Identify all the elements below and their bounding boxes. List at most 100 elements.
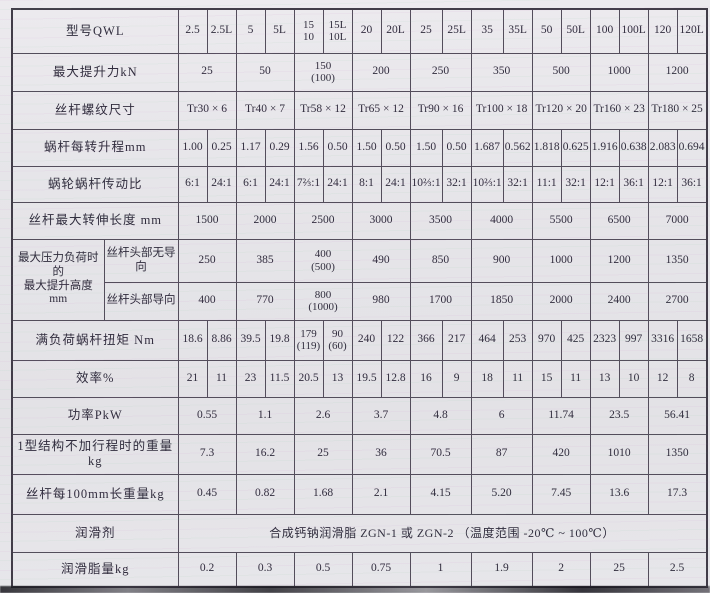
value-cell: 425 bbox=[560, 319, 591, 361]
value-cell: 1.50 bbox=[351, 128, 382, 167]
value-cell: 12 bbox=[647, 359, 678, 398]
value-cell: 1.818 bbox=[531, 128, 562, 167]
value-cell: 1010 bbox=[589, 433, 649, 475]
value-cell: 24:1 bbox=[380, 165, 411, 203]
value-cell: 16.2 bbox=[235, 433, 295, 475]
value-cell: 1.916 bbox=[589, 128, 620, 167]
value-cell: 6:1 bbox=[235, 165, 266, 203]
value-cell: 1.50 bbox=[409, 128, 443, 167]
value-cell: 0.5 bbox=[293, 551, 353, 588]
table-row: 最大压力负荷时的 最大提升高度 mm 丝杆头部无导向 250 385 400 (500) 49… bbox=[11, 238, 708, 321]
value-cell: 7000 bbox=[647, 201, 708, 240]
value-cell: 1 bbox=[409, 551, 472, 588]
value-cell: 2.083 bbox=[647, 128, 678, 167]
value-cell: 490 bbox=[351, 238, 411, 283]
value-cell: 464 bbox=[470, 319, 504, 361]
value-cell: 0.2 bbox=[177, 551, 237, 588]
value-cell: 25 bbox=[293, 433, 353, 475]
value-cell: 4.8 bbox=[409, 396, 472, 435]
value-cell: 0.562 bbox=[502, 128, 533, 167]
value-cell: 36:1 bbox=[676, 165, 708, 203]
model-cell: 35L bbox=[502, 8, 533, 54]
value-cell: 2000 bbox=[235, 201, 295, 240]
value-cell: Tr30 × 6 bbox=[177, 90, 237, 130]
value-cell-merged: 合成钙钠润滑脂 ZGN-1 或 ZGN-2 （温度范围 -20℃ ~ 100℃） bbox=[177, 513, 708, 553]
value-cell: 8 bbox=[676, 359, 708, 398]
model-cell: 50 bbox=[531, 8, 562, 54]
model-cell: 100L bbox=[618, 8, 649, 54]
model-cell: 50L bbox=[560, 8, 591, 54]
value-cell: 179 (119) bbox=[293, 319, 324, 361]
value-cell: 13 bbox=[589, 359, 620, 398]
value-cell: 1700 bbox=[409, 281, 472, 321]
value-cell: 1350 bbox=[647, 238, 708, 283]
value-cell: 7.45 bbox=[531, 473, 591, 515]
value-cell: 25 bbox=[177, 52, 237, 92]
table-row: 蜗轮蜗杆传动比 6:1 24:1 6:1 24:1 7⅔:1 24:1 8:1 24:1 10⅔:… bbox=[11, 165, 708, 203]
model-cell: 100 bbox=[589, 8, 620, 54]
row-header: 丝杆最大转伸长度 mm bbox=[11, 201, 179, 240]
value-cell: 24:1 bbox=[264, 165, 295, 203]
value-cell: 2.1 bbox=[351, 473, 411, 515]
value-cell: 3500 bbox=[409, 201, 472, 240]
value-cell: 1.687 bbox=[470, 128, 504, 167]
value-cell: 18.6 bbox=[177, 319, 208, 361]
value-cell: 24:1 bbox=[322, 165, 353, 203]
value-cell: 1200 bbox=[647, 52, 708, 92]
value-cell: 0.50 bbox=[380, 128, 411, 167]
row-subheader: 丝杆头部无导向 bbox=[103, 238, 179, 283]
value-cell: 6 bbox=[470, 396, 533, 435]
value-cell: 2500 bbox=[293, 201, 353, 240]
row-header: 最大提升力kN bbox=[11, 52, 179, 92]
value-cell: 17.3 bbox=[647, 473, 708, 515]
value-cell: 36 bbox=[351, 433, 411, 475]
value-cell: 253 bbox=[502, 319, 533, 361]
value-cell: 1000 bbox=[531, 238, 591, 283]
value-cell: 13.6 bbox=[589, 473, 649, 515]
model-cell: 120L bbox=[676, 8, 708, 54]
row-header-model: 型号QWL bbox=[11, 8, 179, 54]
value-cell: 150 (100) bbox=[293, 52, 353, 92]
value-cell: 250 bbox=[177, 238, 237, 283]
table-row: 润滑剂 合成钙钠润滑脂 ZGN-1 或 ZGN-2 （温度范围 -20℃ ~ 10… bbox=[11, 513, 708, 553]
table-row: 丝杆头部导向 400 770 800 (1000) 980 1700 1850 2000 2400… bbox=[12, 281, 708, 321]
value-cell: 366 bbox=[409, 319, 443, 361]
table-row: 丝杆螺纹尺寸 Tr30 × 6 Tr40 × 7 Tr58 × 12 Tr65 × 12… bbox=[11, 90, 708, 130]
row-header: 润滑剂 bbox=[11, 513, 179, 553]
value-cell: 0.50 bbox=[322, 128, 353, 167]
value-cell: 19.8 bbox=[264, 319, 295, 361]
value-cell: 12:1 bbox=[589, 165, 620, 203]
row-header: 丝杆每100mm长重量kg bbox=[11, 473, 179, 515]
row-header: 效率% bbox=[11, 359, 179, 398]
value-cell: 2323 bbox=[589, 319, 620, 361]
row-header: 1型结构不加行程时的重量 kg bbox=[11, 433, 179, 475]
value-cell: 11:1 bbox=[531, 165, 562, 203]
row-header: 丝杆螺纹尺寸 bbox=[11, 90, 179, 130]
value-cell: 36:1 bbox=[618, 165, 649, 203]
value-cell: 2700 bbox=[647, 281, 708, 321]
value-cell: 32:1 bbox=[502, 165, 533, 203]
value-cell: 0.55 bbox=[177, 396, 237, 435]
value-cell: 13 bbox=[322, 359, 353, 398]
value-cell: Tr100 × 18 bbox=[470, 90, 533, 130]
value-cell: 5.20 bbox=[470, 473, 533, 515]
table-row: 蜗杆每转升程mm 1.00 0.25 1.17 0.29 1.56 0.50 1.50 0.50… bbox=[11, 128, 708, 167]
value-cell: 0.3 bbox=[235, 551, 295, 588]
value-cell: 1.1 bbox=[235, 396, 295, 435]
value-cell: 1000 bbox=[589, 52, 649, 92]
row-header: 蜗轮蜗杆传动比 bbox=[11, 165, 179, 203]
model-cell: 5L bbox=[264, 8, 295, 54]
row-header: 润滑脂量kg bbox=[11, 551, 179, 588]
value-cell: 1.68 bbox=[293, 473, 353, 515]
model-cell: 20 bbox=[351, 8, 382, 54]
value-cell: 87 bbox=[470, 433, 533, 475]
model-cell: 2.5 bbox=[177, 8, 208, 54]
value-cell: 970 bbox=[531, 319, 562, 361]
value-cell: Tr65 × 12 bbox=[351, 90, 411, 130]
value-cell: Tr160 × 23 bbox=[589, 90, 649, 130]
value-cell: 3316 bbox=[647, 319, 678, 361]
value-cell: 1350 bbox=[647, 433, 708, 475]
table-row: 效率% 21 11 23 11.5 20.5 13 19.5 12.8 16 9 18 11 15 11 13… bbox=[11, 359, 708, 398]
value-cell: 0.25 bbox=[206, 128, 237, 167]
